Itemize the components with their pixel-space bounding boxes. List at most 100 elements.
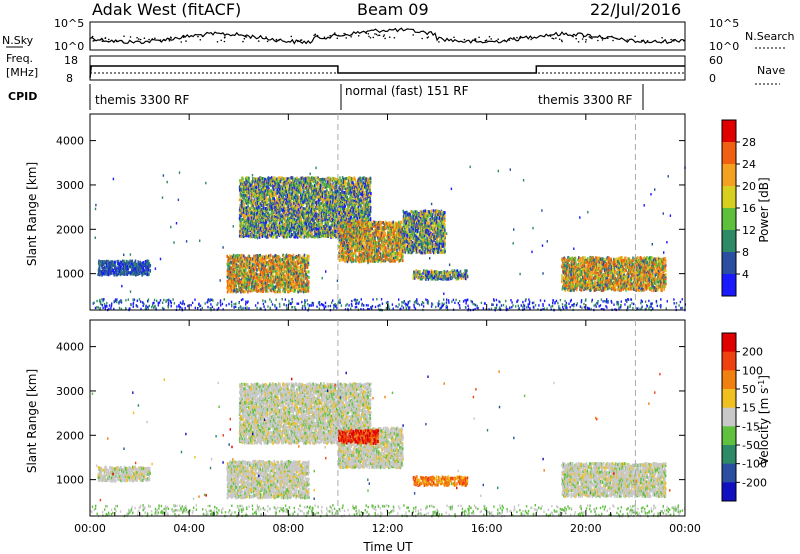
range-cell	[252, 232, 255, 236]
range-cell	[310, 184, 313, 188]
range-cell	[241, 259, 243, 263]
range-cell	[260, 202, 262, 206]
range-cell	[260, 259, 263, 263]
range-cell	[236, 273, 238, 277]
nsearch-point	[463, 38, 466, 41]
range-cell	[243, 202, 245, 206]
range-cell	[107, 259, 110, 263]
range-cell	[295, 232, 297, 236]
range-cell	[294, 281, 297, 285]
range-cell	[227, 267, 230, 271]
range-cell	[307, 289, 310, 293]
nave-label: Nave	[757, 64, 785, 77]
range-cell	[124, 262, 126, 265]
range-cell	[245, 214, 248, 218]
range-cell	[139, 268, 142, 272]
range-cell	[283, 208, 286, 212]
range-cell	[250, 223, 252, 227]
range-cell	[272, 210, 275, 214]
range-cell	[140, 266, 142, 270]
range-cell	[246, 227, 249, 231]
range-cell	[258, 254, 260, 258]
range-cell	[304, 219, 307, 223]
range-cell	[240, 281, 242, 285]
range-cell	[305, 213, 307, 217]
range-cell	[301, 176, 304, 180]
range-cell	[297, 223, 300, 227]
range-cell	[277, 213, 279, 217]
range-cell	[248, 260, 251, 264]
range-cell	[101, 270, 103, 274]
range-cell	[258, 231, 260, 235]
range-cell	[107, 273, 110, 277]
range-cell	[287, 234, 289, 238]
range-cell	[311, 193, 314, 197]
range-cell	[285, 201, 287, 205]
range-cell	[242, 177, 244, 181]
range-cell	[100, 260, 102, 263]
range-cell	[241, 182, 244, 186]
range-cell	[271, 193, 273, 197]
range-cell	[284, 259, 287, 263]
range-cell	[145, 268, 148, 272]
nsearch-point	[329, 34, 331, 37]
range-cell	[226, 290, 229, 294]
range-cell	[300, 282, 302, 286]
range-cell	[277, 218, 280, 222]
range-cell	[254, 224, 256, 228]
range-cell	[288, 193, 290, 197]
range-cell	[324, 227, 326, 231]
range-cell	[302, 211, 305, 215]
range-cell	[285, 214, 288, 218]
range-cell	[302, 180, 305, 184]
range-cell	[300, 257, 302, 261]
range-cell	[249, 258, 252, 262]
range-cell	[305, 177, 307, 181]
nsearch-point	[151, 38, 154, 40]
range-cell	[260, 268, 263, 272]
range-cell	[269, 213, 272, 217]
range-cell	[297, 195, 299, 199]
range-cell	[288, 263, 291, 267]
range-cell	[243, 271, 245, 275]
range-cell	[303, 281, 306, 285]
range-cell	[257, 211, 259, 215]
range-cell	[303, 227, 305, 231]
nsearch-point	[170, 37, 172, 39]
range-cell	[306, 259, 308, 263]
nsearch-point	[474, 38, 476, 40]
range-cell	[251, 270, 253, 274]
nsearch-point	[577, 41, 580, 43]
range-cell	[272, 202, 275, 206]
range-cell	[269, 202, 271, 206]
range-cell	[259, 220, 262, 224]
range-cell	[280, 280, 282, 284]
range-cell	[258, 235, 261, 239]
range-cell	[101, 263, 103, 266]
range-cell	[308, 254, 310, 258]
range-cell	[269, 277, 271, 281]
range-cell	[301, 203, 304, 207]
range-cell	[104, 266, 107, 270]
range-cell	[320, 222, 322, 226]
range-cell	[258, 183, 260, 187]
range-cell	[301, 198, 304, 202]
range-cell	[304, 288, 306, 292]
range-cell	[306, 278, 309, 282]
range-cell	[249, 275, 251, 279]
range-cell	[289, 254, 292, 258]
range-cell	[255, 265, 257, 269]
range-cell	[283, 205, 285, 209]
range-cell	[142, 261, 145, 265]
range-cell	[320, 218, 322, 222]
range-cell	[290, 258, 292, 262]
range-cell	[316, 195, 319, 199]
nsearch-point	[552, 37, 555, 40]
range-cell	[285, 179, 288, 183]
range-cell	[308, 270, 310, 274]
range-cell	[322, 180, 324, 184]
range-cell	[313, 180, 315, 184]
range-cell	[267, 218, 269, 222]
range-cell	[306, 227, 308, 231]
range-cell	[264, 283, 266, 287]
